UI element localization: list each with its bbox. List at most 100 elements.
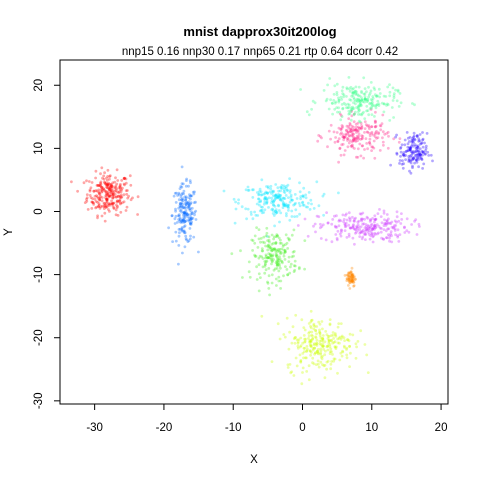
data-point (287, 203, 291, 207)
data-point (399, 147, 402, 150)
data-point (181, 203, 185, 206)
data-point (379, 128, 383, 132)
data-point (360, 99, 364, 102)
data-point (339, 127, 343, 131)
data-point (177, 206, 181, 210)
data-point (356, 136, 360, 140)
data-point (241, 276, 244, 279)
data-point (418, 133, 422, 136)
data-point (398, 92, 402, 95)
data-point (192, 235, 196, 239)
data-point (303, 340, 307, 344)
data-point (325, 367, 328, 371)
data-point (360, 136, 364, 140)
data-point (171, 240, 175, 244)
data-point (359, 103, 363, 107)
data-point (263, 208, 267, 212)
data-point (377, 231, 380, 235)
data-point (178, 204, 182, 208)
data-point (244, 207, 248, 211)
data-point (351, 276, 354, 280)
data-point (351, 273, 355, 277)
data-point (376, 212, 380, 216)
data-point (271, 260, 274, 263)
data-point (276, 257, 279, 261)
data-point (349, 128, 353, 132)
data-point (413, 143, 417, 147)
data-point (304, 337, 307, 341)
data-point (279, 194, 282, 197)
data-point (118, 194, 122, 198)
data-point (286, 247, 290, 250)
data-point (274, 277, 278, 281)
data-point (339, 219, 343, 223)
data-point (385, 104, 388, 107)
data-point (333, 107, 337, 111)
data-point (350, 279, 353, 283)
data-point (364, 98, 367, 102)
data-point (261, 249, 265, 253)
data-point (353, 227, 357, 231)
data-point (187, 205, 191, 208)
data-point (277, 236, 281, 240)
y-tick-label: -10 (33, 266, 45, 283)
data-point (282, 248, 286, 252)
data-point (363, 97, 367, 101)
data-point (273, 204, 277, 208)
data-point (318, 342, 322, 345)
data-point (313, 325, 317, 328)
data-point (416, 149, 420, 152)
data-point (329, 137, 332, 141)
data-point (283, 197, 287, 201)
data-point (299, 345, 302, 349)
data-point (357, 132, 361, 136)
data-point (272, 209, 275, 213)
data-point (384, 224, 388, 227)
data-point (339, 95, 343, 99)
data-point (190, 212, 194, 215)
data-point (114, 213, 118, 217)
data-point (338, 358, 342, 362)
data-point (337, 160, 340, 164)
data-point (343, 223, 347, 227)
y-axis-label: Y (3, 228, 15, 236)
data-point (347, 211, 351, 215)
data-point (336, 139, 340, 143)
data-point (340, 124, 344, 127)
data-point (403, 138, 407, 142)
data-point (340, 89, 344, 93)
data-point (373, 125, 377, 129)
data-point (179, 185, 183, 188)
data-point (358, 231, 362, 235)
data-point (305, 370, 309, 373)
data-point (343, 222, 347, 226)
data-point (417, 153, 421, 156)
data-point (174, 201, 178, 204)
data-point (402, 151, 406, 154)
data-point (124, 181, 128, 185)
data-point (86, 208, 90, 211)
data-point (386, 146, 390, 150)
data-point (369, 224, 373, 227)
data-point (350, 274, 354, 277)
data-point (311, 337, 314, 341)
data-point (111, 185, 114, 189)
data-point (419, 142, 422, 146)
data-point (136, 213, 140, 216)
data-point (126, 196, 130, 200)
data-point (381, 140, 385, 144)
data-point (259, 200, 262, 204)
data-point (297, 267, 301, 271)
data-point (353, 242, 356, 246)
data-point (321, 337, 325, 340)
data-point (370, 99, 374, 102)
data-point (273, 196, 277, 200)
data-point (277, 189, 281, 193)
data-point (352, 112, 356, 116)
data-point (373, 119, 377, 123)
data-point (325, 360, 329, 364)
data-point (382, 94, 386, 98)
data-point (293, 341, 297, 345)
data-point (377, 131, 380, 135)
data-point (285, 212, 288, 215)
